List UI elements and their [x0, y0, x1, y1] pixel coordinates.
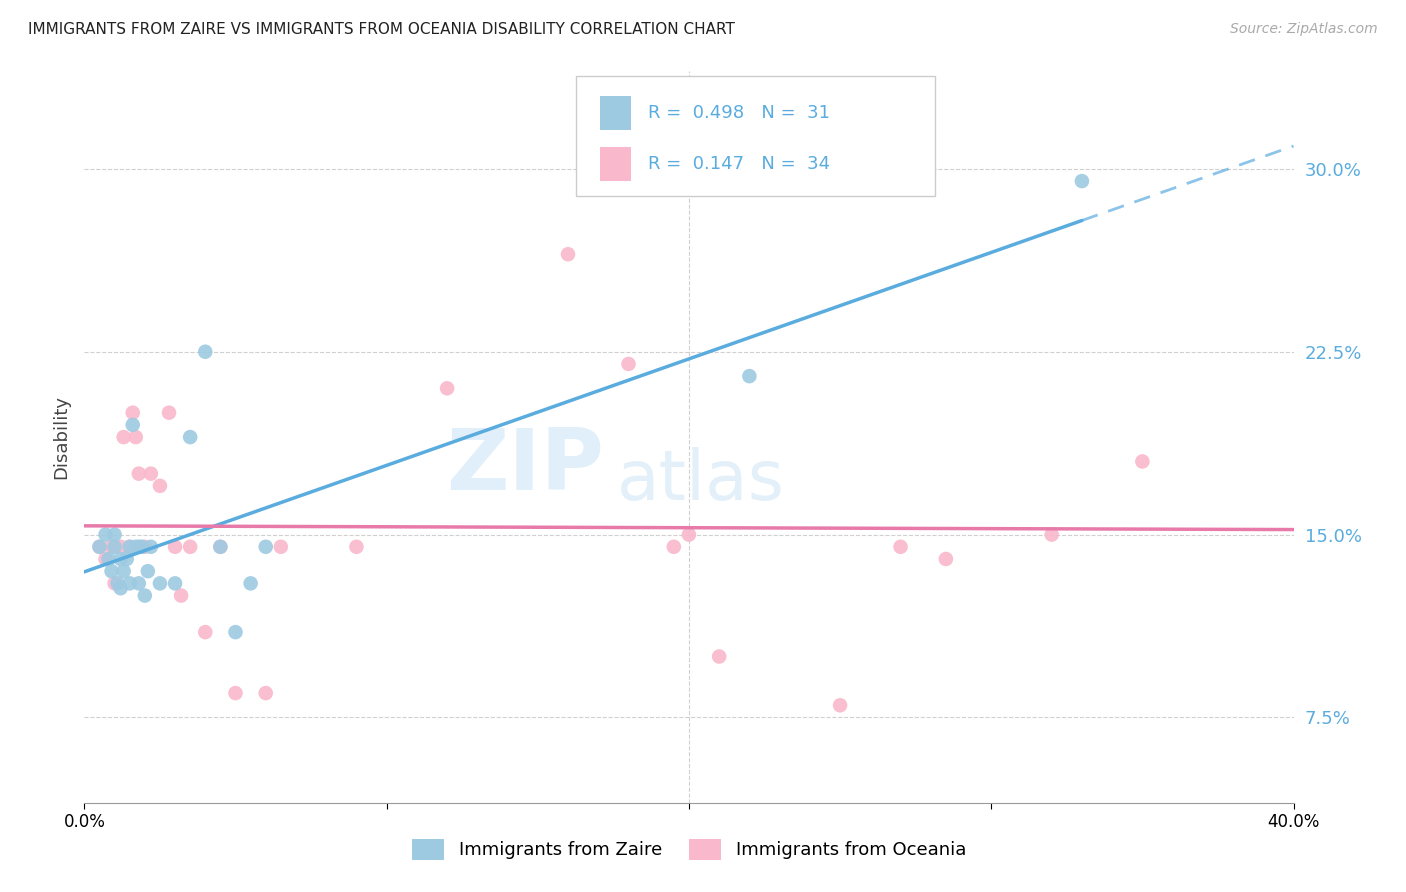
- Point: [738, 369, 761, 384]
- Text: Source: ZipAtlas.com: Source: ZipAtlas.com: [1230, 22, 1378, 37]
- Point: [830, 698, 852, 713]
- Point: [225, 686, 247, 700]
- Point: [89, 540, 111, 554]
- Point: [678, 527, 700, 541]
- Point: [194, 344, 217, 359]
- Point: [121, 406, 143, 420]
- Point: [100, 564, 122, 578]
- Point: [557, 247, 579, 261]
- Point: [194, 625, 217, 640]
- Point: [617, 357, 640, 371]
- Point: [110, 540, 132, 554]
- Point: [225, 625, 247, 640]
- Point: [149, 576, 172, 591]
- Point: [1040, 527, 1063, 541]
- Text: R =  0.498   N =  31: R = 0.498 N = 31: [648, 104, 830, 122]
- Text: R =  0.147   N =  34: R = 0.147 N = 34: [648, 155, 831, 173]
- Point: [170, 589, 193, 603]
- Point: [100, 540, 122, 554]
- Point: [118, 540, 141, 554]
- Point: [662, 540, 685, 554]
- Point: [104, 576, 127, 591]
- Point: [935, 552, 957, 566]
- Point: [97, 552, 120, 566]
- Point: [270, 540, 292, 554]
- Point: [209, 540, 232, 554]
- Point: [134, 540, 156, 554]
- Point: [94, 552, 117, 566]
- Point: [115, 552, 138, 566]
- Point: [709, 649, 731, 664]
- Point: [239, 576, 262, 591]
- Text: IMMIGRANTS FROM ZAIRE VS IMMIGRANTS FROM OCEANIA DISABILITY CORRELATION CHART: IMMIGRANTS FROM ZAIRE VS IMMIGRANTS FROM…: [28, 22, 735, 37]
- Point: [125, 430, 148, 444]
- Legend: Immigrants from Zaire, Immigrants from Oceania: Immigrants from Zaire, Immigrants from O…: [405, 831, 973, 867]
- Point: [118, 540, 141, 554]
- Point: [165, 540, 187, 554]
- Point: [110, 581, 132, 595]
- Point: [1130, 454, 1153, 468]
- Point: [254, 686, 277, 700]
- Point: [110, 552, 132, 566]
- Y-axis label: Disability: Disability: [52, 395, 70, 479]
- Point: [104, 527, 127, 541]
- Point: [1071, 174, 1094, 188]
- Point: [179, 430, 201, 444]
- Text: ZIP: ZIP: [447, 425, 605, 508]
- Point: [149, 479, 172, 493]
- Point: [107, 576, 129, 591]
- Point: [346, 540, 368, 554]
- Point: [128, 467, 150, 481]
- Point: [139, 467, 162, 481]
- Point: [254, 540, 277, 554]
- Point: [121, 417, 143, 432]
- Point: [94, 527, 117, 541]
- Point: [157, 406, 180, 420]
- Point: [125, 540, 148, 554]
- Text: atlas: atlas: [616, 448, 785, 515]
- Point: [118, 576, 141, 591]
- Point: [165, 576, 187, 591]
- Point: [139, 540, 162, 554]
- Point: [890, 540, 912, 554]
- Point: [179, 540, 201, 554]
- Point: [104, 540, 127, 554]
- Point: [134, 589, 156, 603]
- Point: [112, 564, 135, 578]
- Point: [436, 381, 458, 395]
- Point: [128, 576, 150, 591]
- Point: [131, 540, 153, 554]
- Point: [128, 540, 150, 554]
- Point: [209, 540, 232, 554]
- Point: [112, 430, 135, 444]
- Point: [89, 540, 111, 554]
- Point: [136, 564, 159, 578]
